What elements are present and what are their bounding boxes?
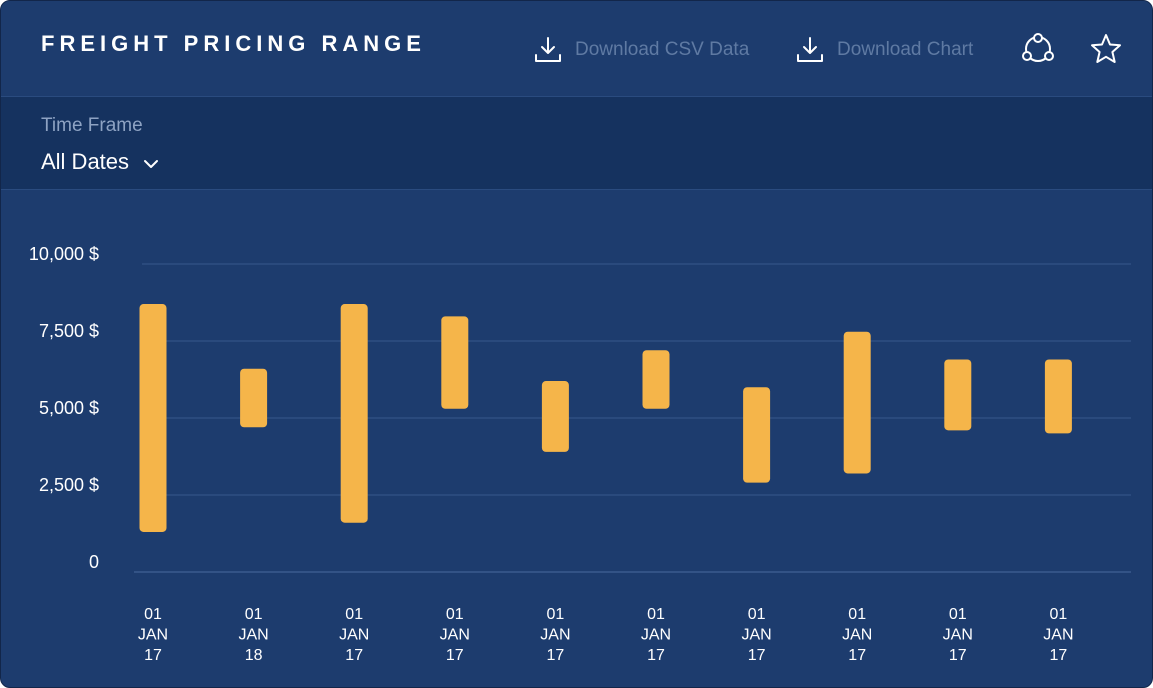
x-tick-label: JAN xyxy=(741,627,771,644)
range-bar xyxy=(441,316,469,409)
range-bar xyxy=(642,350,670,409)
x-tick-label: 17 xyxy=(848,647,866,664)
x-tick-label: 18 xyxy=(245,647,263,664)
range-bar xyxy=(944,359,972,431)
x-tick-label: 01 xyxy=(1050,606,1068,623)
page-title: FREIGHT PRICING RANGE xyxy=(41,31,426,56)
y-tick-label: 7,500 $ xyxy=(39,321,99,341)
download-chart-button[interactable]: Download Chart xyxy=(795,35,973,65)
x-tick-label: JAN xyxy=(540,627,570,644)
time-frame-value: All Dates xyxy=(41,149,130,174)
x-tick-label: 01 xyxy=(748,606,766,623)
range-bar xyxy=(139,304,167,532)
x-tick-label: 01 xyxy=(949,606,967,623)
x-tick-label: 01 xyxy=(848,606,866,623)
x-tick-label: 17 xyxy=(547,647,565,664)
x-tick-label: 17 xyxy=(144,647,162,664)
chart-svg: 0 2,500 $ 5,000 $ 7,500 $ 10,000 $ 01 JAN 17 01 J… xyxy=(29,244,1131,664)
range-bar xyxy=(240,368,268,428)
range-bar xyxy=(340,304,368,523)
x-tick-label: 17 xyxy=(345,647,363,664)
x-tick-label: JAN xyxy=(842,627,872,644)
range-bar xyxy=(743,387,771,483)
star-icon[interactable] xyxy=(1089,32,1123,66)
x-tick-label: 01 xyxy=(245,606,263,623)
y-tick-label: 0 xyxy=(89,552,99,572)
y-tick-label: 2,500 $ xyxy=(39,475,99,495)
header: FREIGHT PRICING RANGE Download CSV Data … xyxy=(1,1,1152,96)
download-chart-label: Download Chart xyxy=(837,39,974,60)
x-tick-label: JAN xyxy=(440,627,470,644)
range-bar xyxy=(843,331,871,474)
x-tick-label: JAN xyxy=(138,627,168,644)
y-tick-label: 5,000 $ xyxy=(39,398,99,418)
share-icon[interactable] xyxy=(1021,32,1055,66)
download-csv-label: Download CSV Data xyxy=(575,39,750,60)
range-bar xyxy=(541,381,569,452)
x-tick-label: 01 xyxy=(547,606,565,623)
time-frame-label: Time Frame xyxy=(41,115,143,136)
x-tick-label: 01 xyxy=(647,606,665,623)
x-tick-label: JAN xyxy=(1043,627,1073,644)
x-tick-label: 17 xyxy=(949,647,967,664)
download-icon xyxy=(795,35,825,65)
x-tick-label: JAN xyxy=(641,627,671,644)
download-icon xyxy=(533,35,563,65)
x-tick-label: 17 xyxy=(647,647,665,664)
y-tick-label: 10,000 $ xyxy=(29,244,99,264)
x-tick-label: JAN xyxy=(238,627,268,644)
x-tick-label: 01 xyxy=(446,606,464,623)
price-range-chart: 0 2,500 $ 5,000 $ 7,500 $ 10,000 $ 01 JAN 17 01 J… xyxy=(1,189,1152,687)
x-tick-label: 17 xyxy=(1050,647,1068,664)
x-tick-label: 17 xyxy=(446,647,464,664)
x-tick-label: 17 xyxy=(748,647,766,664)
x-tick-label: 01 xyxy=(345,606,363,623)
download-csv-button[interactable]: Download CSV Data xyxy=(533,35,749,65)
x-tick-label: 01 xyxy=(144,606,162,623)
time-frame-select[interactable]: All Dates xyxy=(41,149,159,175)
x-tick-label: JAN xyxy=(339,627,369,644)
chevron-down-icon xyxy=(143,149,159,175)
time-frame-filter-bar: Time Frame All Dates xyxy=(1,96,1152,190)
x-tick-label: JAN xyxy=(943,627,973,644)
range-bar xyxy=(1044,359,1072,434)
